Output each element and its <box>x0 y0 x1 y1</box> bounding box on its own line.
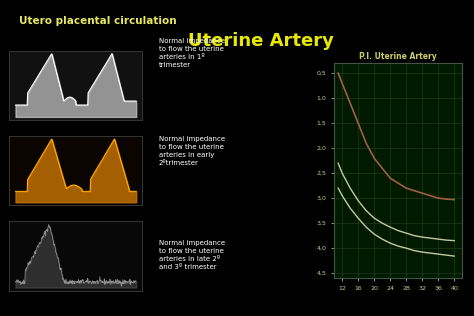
Text: Uterine Artery: Uterine Artery <box>188 32 334 50</box>
Text: Utero placental circulation: Utero placental circulation <box>19 16 177 26</box>
Title: P.I. Uterine Artery: P.I. Uterine Artery <box>359 52 437 61</box>
Text: Normal impedance
to flow the uterine
arteries in late 2º
and 3º trimester: Normal impedance to flow the uterine art… <box>159 240 225 270</box>
Text: Normal impedance
to flow the uterine
arteries in 1º
trimester: Normal impedance to flow the uterine art… <box>159 38 225 68</box>
Text: Normal impedance
to flow the uterine
arteries in early
2ºtrimester: Normal impedance to flow the uterine art… <box>159 136 225 166</box>
